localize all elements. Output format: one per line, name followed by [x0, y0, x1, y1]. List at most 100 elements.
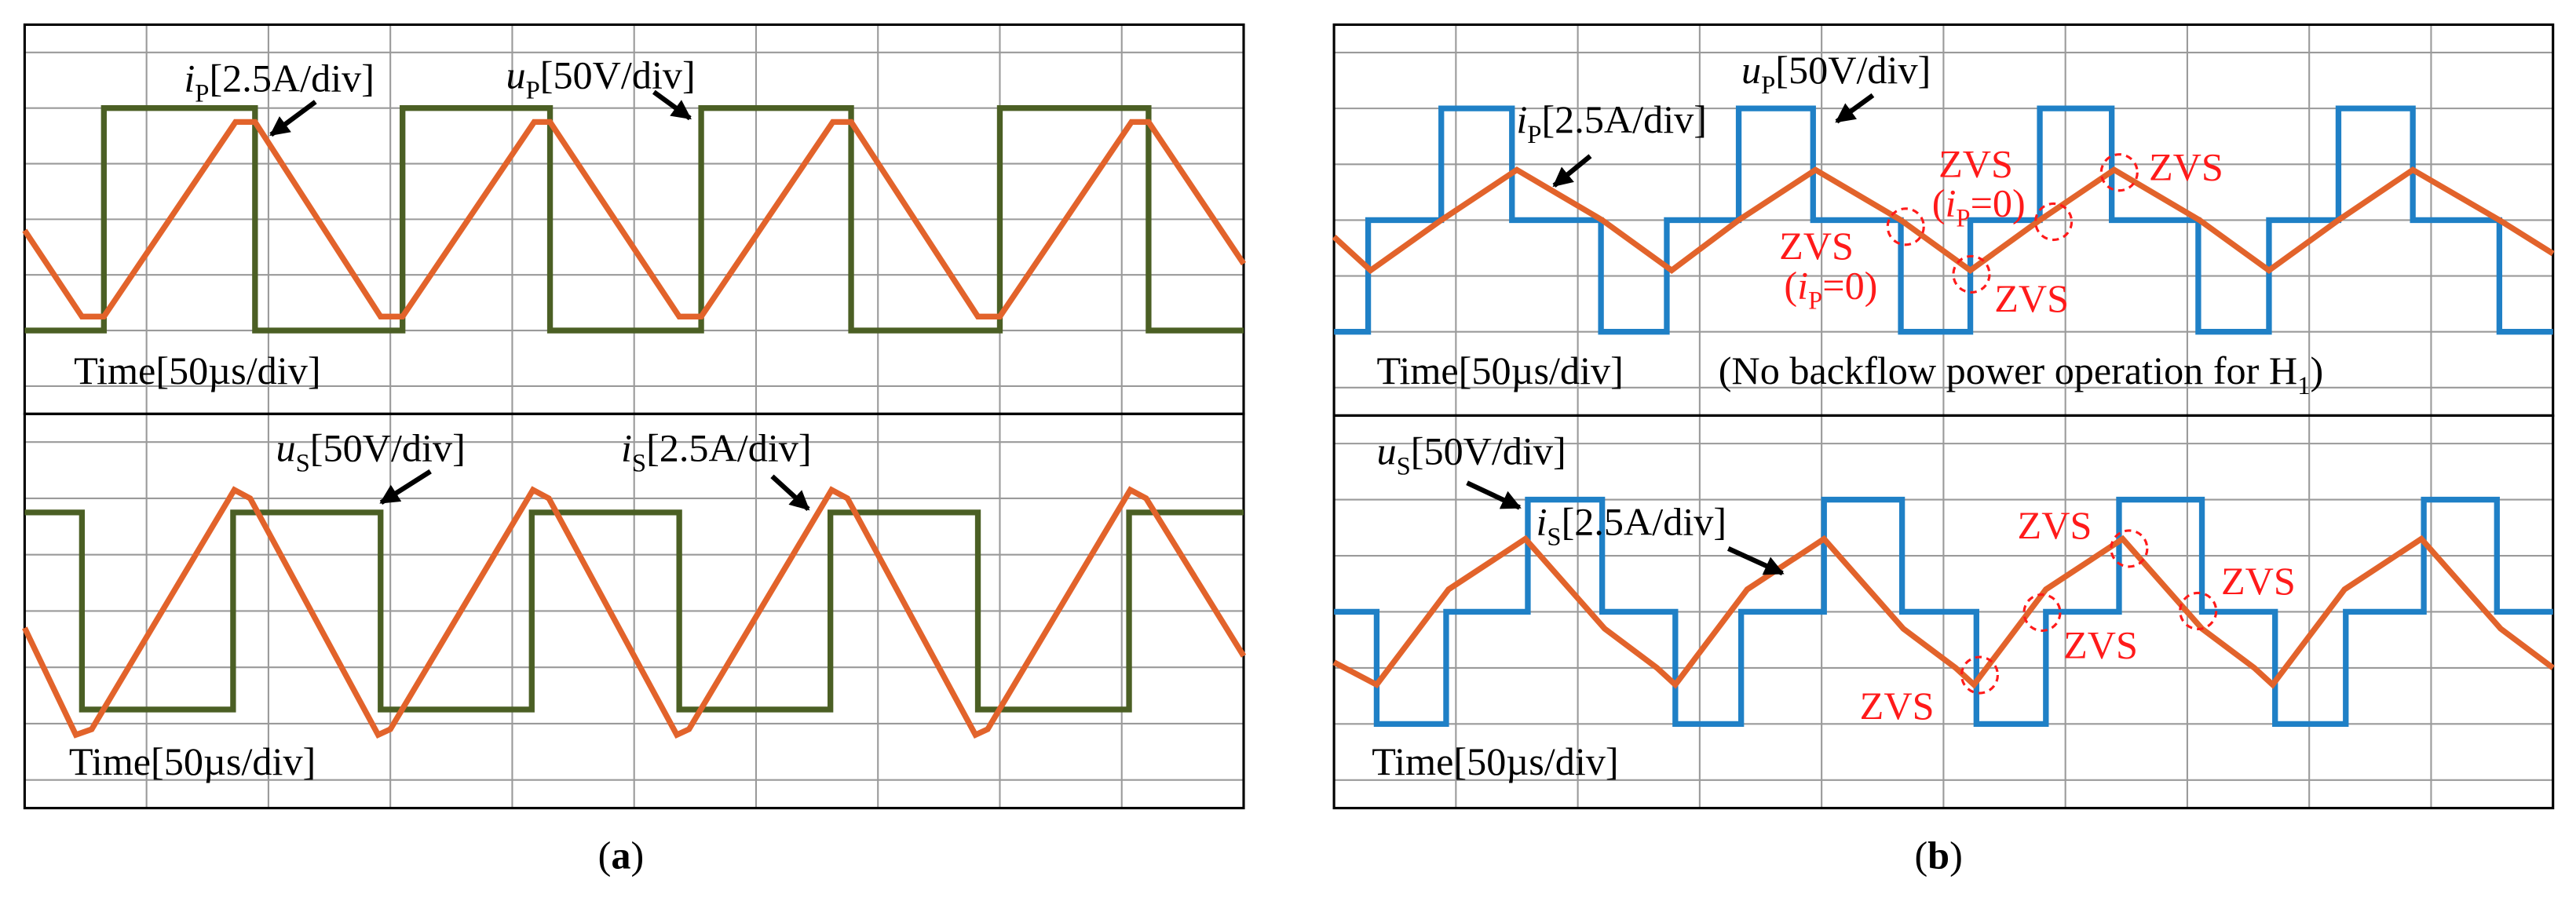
text-part: S: [632, 450, 646, 478]
waveform: [22, 486, 1247, 739]
annotation: ZVS: [2221, 558, 2296, 602]
annotation: Time[50µs/div]: [69, 739, 316, 783]
text-part: P: [526, 77, 540, 105]
annotation: uS[50V/div]: [276, 425, 466, 478]
zvs-marker: [2110, 529, 2149, 568]
text-part: =0): [1822, 263, 1877, 307]
text-part: [2.5A/div]: [1562, 499, 1727, 543]
text-part: u: [276, 425, 296, 469]
zvs-marker: [1886, 207, 1925, 246]
arrow: [1726, 546, 1785, 576]
annotation: (iP=0): [1932, 181, 2026, 233]
zvs-marker: [1952, 254, 1991, 294]
annotation: (No backflow power operation for H1): [1719, 348, 2324, 401]
text-part: ZVS: [1860, 683, 1935, 727]
arrow: [1466, 480, 1522, 510]
text-part: (: [1784, 263, 1797, 307]
waveform: [1334, 496, 2553, 728]
waveform: [24, 509, 1244, 713]
text-part: P: [1808, 287, 1822, 316]
text-part: [50V/div]: [1411, 429, 1566, 473]
text-part: u: [506, 53, 525, 97]
text-part: (: [1914, 833, 1927, 877]
text-part: ZVS: [1994, 276, 2069, 320]
text-part: i: [1516, 97, 1527, 140]
text-part: [50V/div]: [1775, 48, 1931, 92]
text-part: ZVS: [1938, 141, 2013, 185]
annotation: Time[50µs/div]: [74, 348, 320, 392]
text-part: =0): [1971, 181, 2026, 224]
text-part: S: [296, 450, 310, 478]
text-part: S: [1547, 524, 1561, 552]
text-part: i: [184, 56, 195, 100]
arrow: [1552, 154, 1592, 188]
arrow: [269, 100, 317, 137]
arrow: [379, 469, 432, 505]
annotation: ZVS: [1994, 276, 2069, 320]
text-part: P: [1527, 121, 1541, 149]
text-part: P: [1956, 205, 1970, 233]
text-part: ZVS: [2018, 502, 2092, 546]
caption: (a): [598, 833, 645, 877]
zvs-marker: [2179, 591, 2218, 631]
zvs-marker: [2099, 153, 2139, 192]
waveform: [1334, 105, 2553, 335]
text-part: a: [611, 833, 630, 877]
annotation: Time[50µs/div]: [1376, 348, 1623, 392]
annotation: (iP=0): [1784, 263, 1877, 316]
text-part: Time[50µs/div]: [69, 739, 316, 783]
annotation: iS[2.5A/div]: [621, 425, 812, 478]
text-part: i: [1797, 263, 1808, 307]
text-part: (No backflow power operation for H: [1719, 348, 2297, 392]
text-part: [50V/div]: [310, 425, 466, 469]
text-part: u: [1741, 48, 1761, 92]
text-part: i: [1536, 499, 1547, 543]
text-part: [2.5A/div]: [1541, 97, 1707, 140]
panel-border: [23, 412, 1245, 810]
text-part: i: [621, 425, 632, 469]
text-part: ZVS: [2149, 144, 2223, 188]
arrow: [770, 474, 810, 512]
zvs-marker: [1960, 655, 2000, 695]
text-part: [2.5A/div]: [646, 425, 812, 469]
text-part: ZVS: [1779, 224, 1854, 268]
text-part: P: [1761, 72, 1775, 100]
text-part: P: [195, 80, 209, 108]
waveform: [24, 105, 1244, 334]
waveform: [22, 119, 1247, 320]
annotation: ZVS: [2063, 622, 2138, 666]
arrow: [652, 89, 692, 121]
text-part: Time[50µs/div]: [74, 348, 320, 392]
text-part: ZVS: [2063, 622, 2138, 666]
annotation: uP[50V/div]: [506, 53, 695, 105]
waveform: [1332, 535, 2555, 689]
annotation: uS[50V/div]: [1376, 429, 1566, 481]
text-part: Time[50µs/div]: [1372, 739, 1618, 783]
text-part: (: [1932, 181, 1946, 224]
text-part: ): [631, 833, 645, 877]
text-part: [2.5A/div]: [209, 56, 375, 100]
annotation: Time[50µs/div]: [1372, 739, 1618, 783]
arrow: [1835, 93, 1875, 124]
text-part: 1: [2297, 373, 2310, 401]
annotation: ZVS: [2018, 502, 2092, 546]
annotation: ZVS: [1860, 683, 1935, 727]
annotation: iP[2.5A/div]: [1516, 97, 1707, 149]
waveform: [1332, 166, 2555, 275]
text-part: ): [2311, 348, 2324, 392]
annotation: iS[2.5A/div]: [1536, 499, 1726, 552]
text-part: ZVS: [2221, 558, 2296, 602]
annotation: iP[2.5A/div]: [184, 56, 375, 108]
text-part: (: [598, 833, 612, 877]
text-part: u: [1376, 429, 1396, 473]
caption: (b): [1914, 833, 1962, 877]
annotation: uP[50V/div]: [1741, 48, 1931, 100]
annotation: ZVS: [1779, 224, 1854, 268]
text-part: ): [1949, 833, 1963, 877]
zvs-marker: [2022, 593, 2062, 633]
text-part: [50V/div]: [540, 53, 696, 97]
text-part: b: [1927, 833, 1949, 877]
